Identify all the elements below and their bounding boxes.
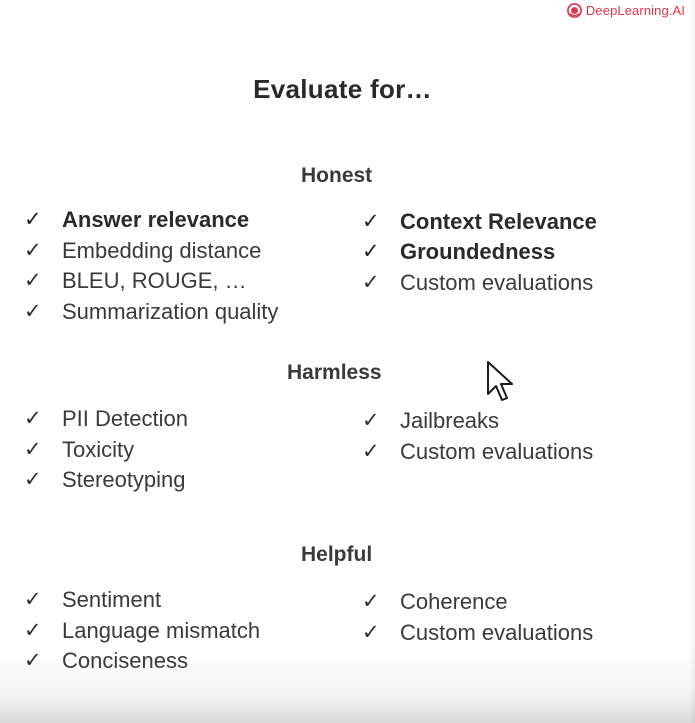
list-item: ✓ PII Detection (24, 406, 188, 432)
check-icon: ✓ (362, 590, 380, 613)
check-icon: ✓ (362, 210, 380, 233)
item-label: Custom evaluations (400, 270, 594, 295)
brand-logo: DeepLearning.AI (567, 3, 685, 18)
list-item: ✓ Toxicity (24, 437, 134, 463)
list-item: ✓ Custom evaluations (362, 620, 593, 646)
check-icon: ✓ (24, 300, 42, 323)
page-title: Evaluate for… (253, 74, 432, 104)
check-icon: ✓ (24, 619, 42, 642)
section-heading-helpful: Helpful (301, 543, 373, 566)
list-item: ✓ Stereotyping (24, 467, 186, 493)
check-icon: ✓ (362, 271, 380, 294)
item-label: Stereotyping (62, 467, 186, 492)
check-icon: ✓ (362, 409, 380, 432)
list-item: ✓ Coherence (362, 589, 508, 615)
check-icon: ✓ (362, 240, 380, 263)
item-label: Conciseness (62, 648, 188, 673)
list-item: ✓ Custom evaluations (362, 270, 593, 296)
window-edge (689, 0, 695, 723)
deeplearning-logo-icon (567, 3, 582, 18)
item-label: Groundedness (400, 239, 556, 264)
item-label: Summarization quality (62, 299, 279, 324)
mouse-pointer-icon (487, 361, 513, 401)
list-item: ✓ Conciseness (24, 648, 188, 674)
item-label: Custom evaluations (400, 620, 594, 645)
list-item: ✓ Context Relevance (362, 209, 597, 235)
item-label: PII Detection (62, 406, 188, 431)
list-item: ✓ Summarization quality (24, 299, 278, 325)
list-item: ✓ BLEU, ROUGE, … (24, 268, 247, 294)
list-item: ✓ Sentiment (24, 587, 161, 613)
item-label: Jailbreaks (400, 408, 500, 433)
list-item: ✓ Answer relevance (24, 207, 249, 233)
section-heading-harmless: Harmless (287, 361, 382, 384)
item-label: Coherence (400, 589, 508, 614)
list-item: ✓ Language mismatch (24, 618, 260, 644)
item-label: Language mismatch (62, 618, 261, 643)
item-label: Embedding distance (62, 238, 262, 263)
list-item: ✓ Groundedness (362, 239, 555, 265)
list-item: ✓ Jailbreaks (362, 408, 499, 434)
check-icon: ✓ (24, 208, 42, 231)
item-label: BLEU, ROUGE, … (62, 268, 247, 293)
check-icon: ✓ (24, 239, 42, 262)
check-icon: ✓ (24, 468, 42, 491)
item-label: Custom evaluations (400, 439, 594, 464)
list-item: ✓ Custom evaluations (362, 439, 593, 465)
check-icon: ✓ (24, 269, 42, 292)
check-icon: ✓ (24, 588, 42, 611)
check-icon: ✓ (362, 621, 380, 644)
check-icon: ✓ (362, 440, 380, 463)
item-label: Answer relevance (62, 207, 250, 232)
item-label: Toxicity (62, 437, 135, 462)
section-heading-honest: Honest (301, 164, 373, 187)
list-item: ✓ Embedding distance (24, 238, 261, 264)
item-label: Sentiment (62, 587, 162, 612)
brand-name: DeepLearning.AI (585, 3, 685, 18)
check-icon: ✓ (24, 438, 42, 461)
check-icon: ✓ (24, 407, 42, 430)
item-label: Context Relevance (400, 209, 597, 234)
check-icon: ✓ (24, 649, 42, 672)
